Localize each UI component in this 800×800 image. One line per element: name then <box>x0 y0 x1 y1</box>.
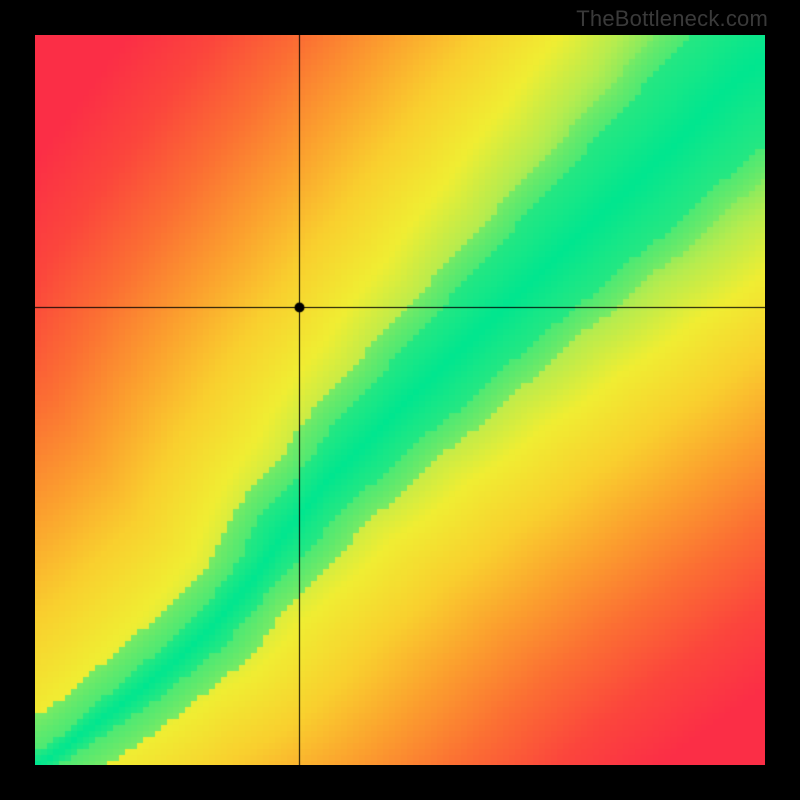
chart-frame: TheBottleneck.com <box>0 0 800 800</box>
watermark-text: TheBottleneck.com <box>576 6 768 32</box>
heatmap-canvas <box>35 35 765 765</box>
